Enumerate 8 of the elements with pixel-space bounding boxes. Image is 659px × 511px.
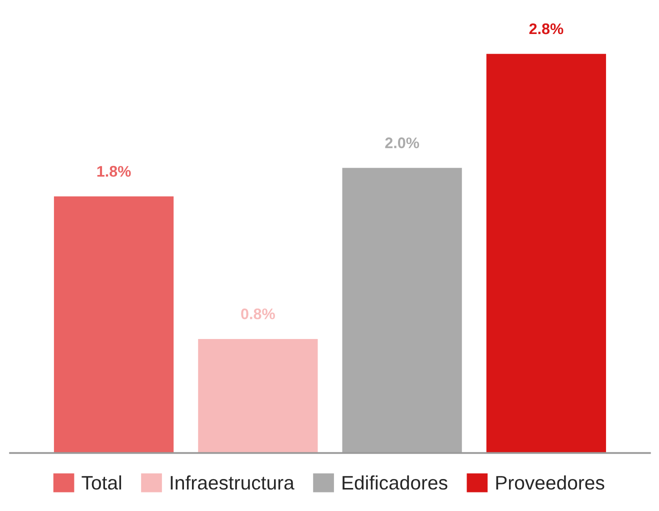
legend-label: Infraestructura — [170, 475, 294, 490]
legend-label: Proveedores — [496, 475, 604, 490]
data-label: 2.8% — [529, 23, 564, 34]
legend-label: Edificadores — [342, 475, 448, 490]
data-label: 1.8% — [97, 166, 131, 177]
legend-label: Total — [82, 475, 122, 490]
data-label: 0.8% — [241, 308, 275, 320]
data-label: 2.0% — [385, 137, 420, 148]
